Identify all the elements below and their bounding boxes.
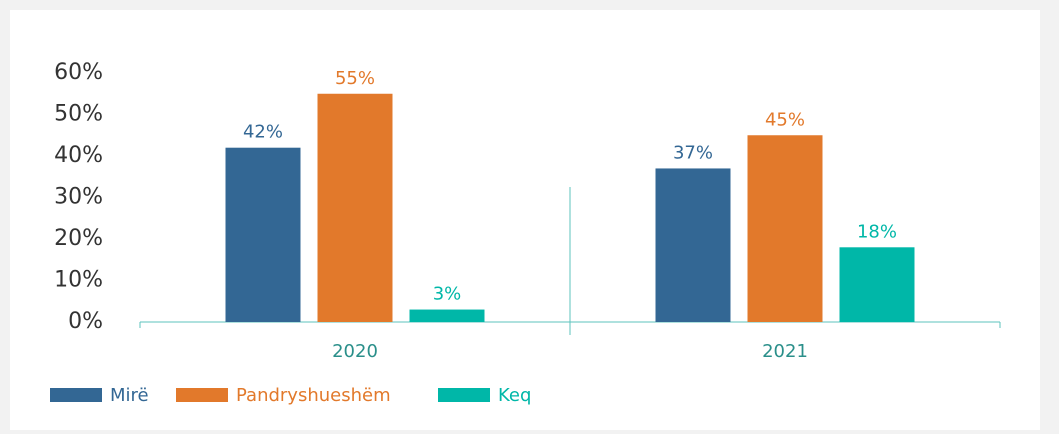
- y-tick-label: 20%: [54, 226, 103, 251]
- y-tick-label: 10%: [54, 268, 103, 293]
- x-tick-label: 2020: [332, 341, 378, 362]
- data-label: 55%: [335, 68, 375, 89]
- bar: [409, 309, 485, 322]
- y-tick-label: 60%: [54, 60, 103, 85]
- legend-swatch: [176, 388, 228, 402]
- data-label: 45%: [765, 109, 805, 130]
- x-tick-label: 2021: [762, 341, 808, 362]
- y-tick-label: 30%: [54, 185, 103, 210]
- bar: [747, 135, 823, 322]
- legend-swatch: [438, 388, 490, 402]
- data-label: 18%: [857, 221, 897, 242]
- bar: [225, 147, 301, 322]
- legend-label: Pandryshueshëm: [236, 385, 391, 406]
- plot-background: [10, 10, 1040, 430]
- legend-label: Keq: [498, 385, 531, 406]
- data-label: 37%: [673, 142, 713, 163]
- legend-swatch: [50, 388, 102, 402]
- y-tick-label: 50%: [54, 102, 103, 127]
- y-tick-label: 0%: [68, 309, 103, 334]
- y-tick-label: 40%: [54, 143, 103, 168]
- bar: [839, 247, 915, 322]
- data-label: 42%: [243, 122, 283, 143]
- bar: [317, 93, 393, 322]
- bar: [655, 168, 731, 322]
- legend-label: Mirë: [110, 385, 149, 406]
- data-label: 3%: [433, 284, 462, 305]
